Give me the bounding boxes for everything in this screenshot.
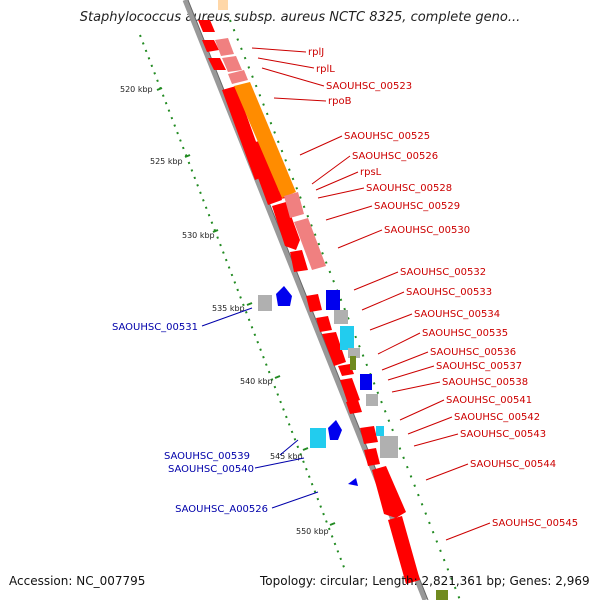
- gene-label[interactable]: SAOUHSC_00525: [344, 131, 430, 142]
- gene-label[interactable]: SAOUHSC_00540: [168, 464, 254, 475]
- gene-feature: [198, 20, 215, 32]
- gene-label[interactable]: SAOUHSC_00530: [384, 225, 470, 236]
- gene-label[interactable]: SAOUHSC_00538: [442, 377, 528, 388]
- kbp-label: 540 kbp: [240, 377, 273, 386]
- gene-label[interactable]: SAOUHSC_00528: [366, 183, 452, 194]
- gene-label[interactable]: SAOUHSC_00545: [492, 518, 578, 529]
- gene-feature: [340, 378, 360, 404]
- gene-label[interactable]: SAOUHSC_00539: [164, 451, 250, 462]
- kbp-label: 520 kbp: [120, 85, 153, 94]
- gene-label[interactable]: SAOUHSC_00523: [326, 81, 412, 92]
- gene-feature: [290, 250, 308, 272]
- gene-feature: [366, 394, 378, 406]
- gene-label[interactable]: SAOUHSC_00533: [406, 287, 492, 298]
- gene-label[interactable]: SAOUHSC_00535: [422, 328, 508, 339]
- gene-label[interactable]: rpsL: [360, 167, 382, 178]
- gene-feature: [326, 290, 340, 310]
- gene-label[interactable]: SAOUHSC_00534: [414, 309, 500, 320]
- gene-feature: [276, 286, 292, 306]
- gene-feature: [380, 436, 398, 458]
- gene-label[interactable]: SAOUHSC_00531: [112, 322, 198, 333]
- gene-feature: [208, 58, 226, 70]
- gene-feature: [228, 70, 248, 84]
- gene-feature: [202, 40, 219, 52]
- gene-feature: [364, 448, 380, 466]
- gene-track-inner: [198, 20, 420, 584]
- gene-label[interactable]: SAOUHSC_00536: [430, 347, 516, 358]
- gene-feature: [340, 326, 354, 350]
- gene-feature: [306, 294, 322, 312]
- gene-feature: [346, 400, 362, 414]
- gene-label[interactable]: SAOUHSC_00529: [374, 201, 460, 212]
- gene-feature: [360, 426, 378, 444]
- gene-feature: [334, 310, 348, 324]
- gene-feature: [376, 426, 384, 436]
- gene-feature: [234, 82, 296, 198]
- kbp-label: 550 kbp: [296, 527, 329, 536]
- gene-feature: [388, 516, 420, 584]
- gene-feature: [284, 192, 304, 218]
- kbp-label: 545 kbp: [270, 452, 303, 461]
- gene-label[interactable]: SAOUHSC_00542: [454, 412, 540, 423]
- gene-label[interactable]: SAOUHSC_00541: [446, 395, 532, 406]
- gene-feature: [322, 332, 346, 366]
- gene-feature: [215, 38, 234, 56]
- gene-feature: [360, 374, 372, 390]
- gene-feature: [258, 295, 272, 311]
- gene-label[interactable]: SAOUHSC_00532: [400, 267, 486, 278]
- gene-label[interactable]: SAOUHSC_00543: [460, 429, 546, 440]
- gene-track-outer: [215, 0, 448, 600]
- kbp-label: 530 kbp: [182, 231, 215, 240]
- kbp-label: 525 kbp: [150, 157, 183, 166]
- gene-feature: [246, 140, 282, 205]
- gene-label[interactable]: SAOUHSC_00537: [436, 361, 522, 372]
- gene-label[interactable]: SAOUHSC_A00526: [175, 504, 268, 515]
- genome-summary: Topology: circular; Length: 2,821,361 bp…: [260, 574, 590, 588]
- gene-feature: [294, 218, 326, 270]
- gene-label[interactable]: rpoB: [328, 96, 352, 107]
- gene-feature: [218, 0, 228, 10]
- gene-feature: [348, 478, 358, 486]
- gene-feature: [350, 356, 356, 370]
- accession-text: Accession: NC_007795: [9, 574, 146, 588]
- gene-feature: [222, 56, 242, 72]
- gene-feature: [348, 348, 360, 358]
- gene-label[interactable]: rplL: [316, 64, 335, 75]
- gene-feature: [328, 420, 342, 440]
- kbp-tick-marks: [156, 87, 336, 526]
- leader-lines-right: [251, 47, 491, 541]
- gene-label[interactable]: SAOUHSC_00526: [352, 151, 438, 162]
- gene-label[interactable]: rplJ: [308, 47, 324, 58]
- kbp-label: 535 kbp: [212, 304, 245, 313]
- gene-feature: [372, 466, 406, 518]
- gene-feature: [436, 590, 448, 600]
- gene-feature: [316, 316, 332, 332]
- gene-feature: [310, 428, 326, 448]
- leader-lines-left: [201, 307, 319, 509]
- gene-feature: [272, 202, 300, 250]
- gene-label[interactable]: SAOUHSC_00544: [470, 459, 556, 470]
